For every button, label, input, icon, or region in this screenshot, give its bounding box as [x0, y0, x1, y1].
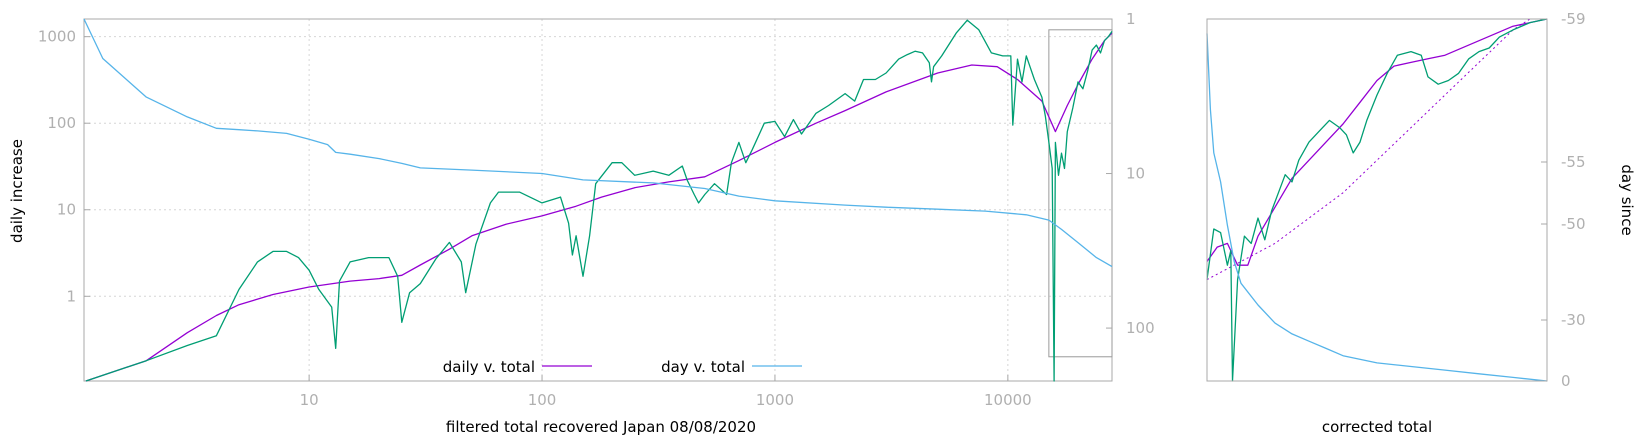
inset-y2-tick-label: -59 — [1561, 10, 1586, 28]
y-tick-label: 10 — [57, 201, 76, 219]
inset-y2-tick-label: 0 — [1561, 372, 1571, 390]
y2-tick-label: 10 — [1126, 165, 1145, 183]
series-line-2 — [83, 18, 1113, 268]
y2-tick-label: 1 — [1126, 10, 1136, 28]
main-ticks: 10 100 1000 10000 1 10 100 1000 1 10 100 — [38, 10, 1155, 409]
legend: daily v. total day v. total — [443, 358, 802, 376]
inset-y2-tick-label: -50 — [1561, 215, 1586, 233]
series-line-1 — [85, 19, 1113, 382]
legend-label-1: day v. total — [661, 358, 745, 376]
inset-series-line-3 — [1206, 33, 1548, 382]
main-plot-frame — [83, 18, 1113, 382]
inset-frame-rect — [1206, 18, 1548, 382]
x-tick-label: 10000 — [984, 391, 1032, 409]
main-frame-rect — [83, 18, 1113, 382]
inset-y2-axis-label: day since — [1618, 164, 1636, 235]
main-series — [83, 18, 1113, 382]
inset-ticks: -59 -55 -50 -30 0 — [1541, 10, 1586, 390]
inset-series-line-1 — [1206, 18, 1548, 266]
inset-series-line-0 — [1206, 18, 1531, 281]
main-grid — [84, 19, 1112, 381]
y-tick-label: 1000 — [38, 28, 76, 46]
y-tick-label: 100 — [47, 114, 76, 132]
inset-series — [1206, 18, 1548, 382]
legend-label-0: daily v. total — [443, 358, 535, 376]
x-tick-label: 100 — [528, 391, 557, 409]
inset-y2-tick-label: -30 — [1561, 311, 1586, 329]
x-tick-label: 10 — [300, 391, 319, 409]
y2-tick-label: 100 — [1126, 319, 1155, 337]
inset-x-axis-label: corrected total — [1322, 418, 1432, 436]
zoom-region-box — [1048, 29, 1113, 358]
y-axis-label: daily increase — [8, 139, 26, 243]
inset-plot-frame — [1206, 18, 1548, 382]
series-line-0 — [85, 32, 1113, 382]
inset-series-line-2 — [1206, 18, 1548, 382]
inset-y2-tick-label: -55 — [1561, 153, 1586, 171]
y-tick-label: 1 — [66, 287, 76, 305]
x-tick-label: 1000 — [756, 391, 794, 409]
x-axis-label: filtered total recovered Japan 08/08/202… — [446, 418, 756, 436]
